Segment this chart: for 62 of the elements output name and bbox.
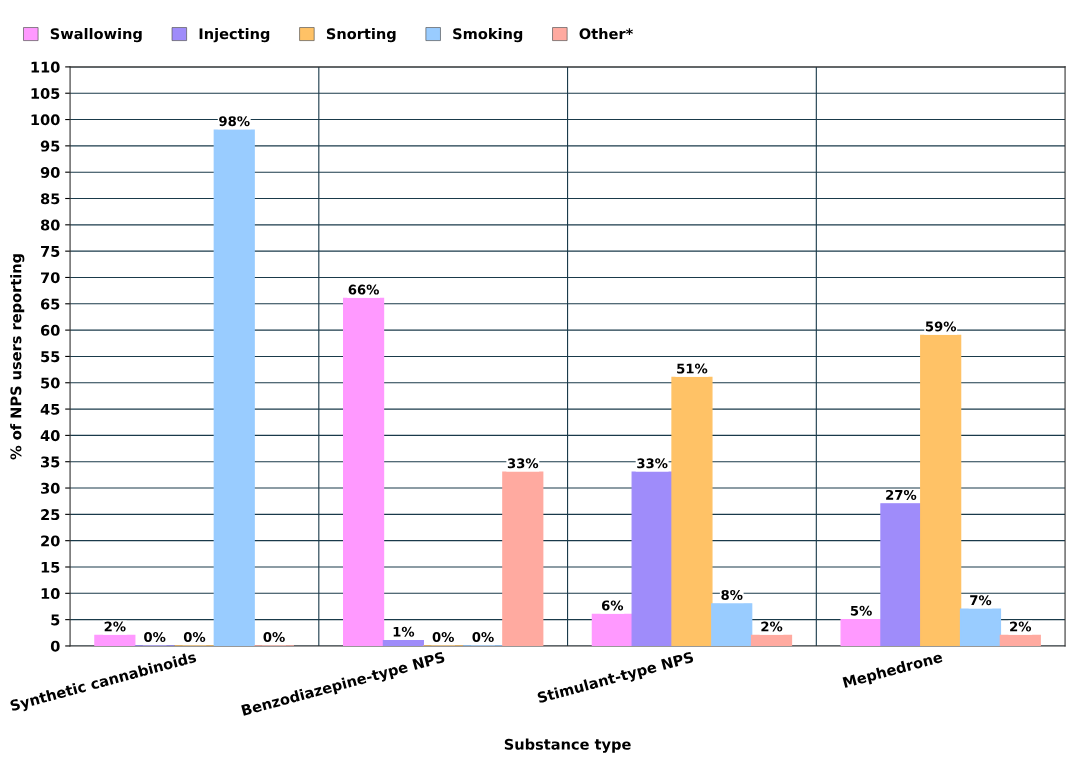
y-tick-label: 105 xyxy=(31,87,60,99)
y-tick-label: 20 xyxy=(41,535,60,547)
y-tick-label: 10 xyxy=(41,588,60,600)
data-label: 59% xyxy=(925,321,957,332)
bar xyxy=(342,297,385,646)
data-label: 0% xyxy=(432,632,454,643)
bar xyxy=(591,613,633,646)
y-tick-label: 0 xyxy=(50,640,60,652)
bar xyxy=(502,471,544,646)
bar xyxy=(671,376,713,646)
legend-label: Swallowing xyxy=(50,27,142,43)
y-tick-label: 95 xyxy=(40,140,60,152)
y-tick-label: 75 xyxy=(41,246,60,257)
bar xyxy=(382,640,424,646)
y-tick-label: 35 xyxy=(41,456,60,468)
bar xyxy=(840,618,882,646)
bar xyxy=(959,608,1002,646)
data-label: 0% xyxy=(263,632,285,643)
legend-label: Snorting xyxy=(326,27,396,43)
legend-label: Other* xyxy=(579,27,633,40)
data-label: 33% xyxy=(637,458,668,469)
data-label: 27% xyxy=(886,489,917,500)
bar xyxy=(750,634,793,646)
data-label: 51% xyxy=(677,363,708,374)
legend-label: Injecting xyxy=(199,27,270,43)
y-tick-label: 30 xyxy=(41,482,60,494)
y-tick-label: 55 xyxy=(41,351,60,363)
data-label: 8% xyxy=(721,589,743,600)
data-label: 0% xyxy=(472,632,494,643)
y-tick-label: 5 xyxy=(51,614,60,626)
legend-label: Smoking xyxy=(453,27,523,43)
y-axis-title: % of NPS users reporting xyxy=(10,254,25,460)
data-label: 33% xyxy=(507,458,539,469)
data-label: 66% xyxy=(348,284,379,295)
data-label: 0% xyxy=(144,632,166,643)
y-tick-label: 15 xyxy=(41,561,60,573)
x-axis-title: Substance type xyxy=(504,738,631,753)
data-label: 2% xyxy=(104,621,126,632)
bar xyxy=(94,634,136,646)
y-tick-label: 90 xyxy=(40,166,60,178)
bar xyxy=(213,129,255,646)
data-label: 5% xyxy=(850,605,872,616)
y-tick-label: 80 xyxy=(40,219,60,231)
data-label: 1% xyxy=(393,626,415,637)
data-label: 0% xyxy=(183,632,206,643)
y-tick-label: 60 xyxy=(40,324,60,336)
y-tick-label: 65 xyxy=(40,298,60,310)
data-label: 2% xyxy=(761,621,783,632)
y-tick-label: 100 xyxy=(31,114,60,126)
y-tick-label: 45 xyxy=(40,403,60,415)
data-label: 7% xyxy=(970,595,992,606)
bar xyxy=(999,634,1041,646)
bar xyxy=(631,471,673,646)
data-label: 6% xyxy=(601,600,624,611)
y-tick-label: 85 xyxy=(40,193,60,205)
y-tick-label: 70 xyxy=(41,272,60,284)
y-tick-label: 40 xyxy=(40,430,60,442)
data-label: 98% xyxy=(219,116,250,127)
data-label: 2% xyxy=(1010,621,1032,632)
y-tick-label: 25 xyxy=(41,509,60,521)
y-tick-label: 50 xyxy=(41,377,60,389)
y-tick-label: 110 xyxy=(31,61,60,73)
